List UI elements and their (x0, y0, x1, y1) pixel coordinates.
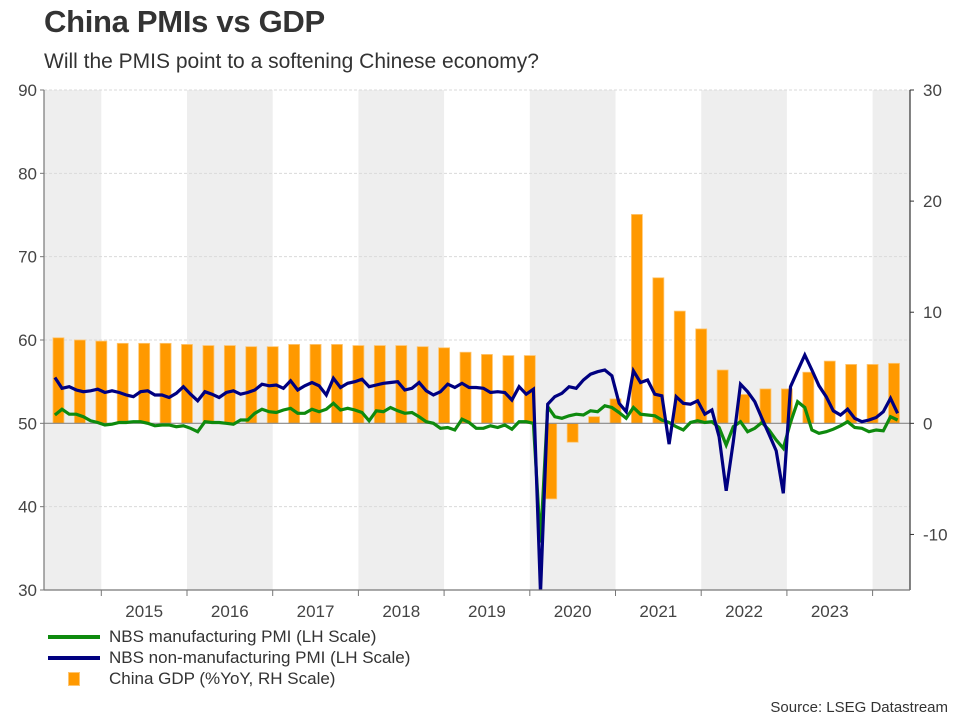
source-note: Source: LSEG Datastream (770, 699, 948, 716)
legend-swatch-manufacturing (48, 634, 100, 639)
x-tick-label: 2023 (811, 602, 849, 621)
gdp-bar (202, 345, 215, 424)
gdp-bar (95, 340, 108, 424)
gridlines (44, 89, 910, 508)
non-manufacturing-pmi-line (53, 351, 900, 590)
x-tick-label: 2020 (554, 602, 592, 621)
x-tick-label: 2019 (468, 602, 506, 621)
legend: NBS manufacturing PMI (LH Scale) NBS non… (48, 626, 410, 689)
pmi-lines (53, 351, 900, 590)
legend-label-non-manufacturing: NBS non-manufacturing PMI (LH Scale) (109, 647, 411, 667)
legend-item-non-manufacturing: NBS non-manufacturing PMI (LH Scale) (48, 647, 410, 668)
legend-item-manufacturing: NBS manufacturing PMI (LH Scale) (48, 626, 410, 647)
gdp-bar (823, 360, 836, 424)
gdp-bar (566, 422, 579, 443)
manufacturing-pmi-line (53, 399, 899, 543)
gdp-bar (502, 355, 515, 424)
chart-subtitle: Will the PMIS point to a softening Chine… (44, 50, 539, 73)
x-tick-label: 2015 (125, 602, 163, 621)
left-tick-label: 70 (18, 248, 37, 267)
x-tick-label: 2016 (211, 602, 249, 621)
gdp-bar (888, 362, 900, 424)
legend-label-gdp: China GDP (%YoY, RH Scale) (109, 668, 336, 688)
gdp-bar (223, 345, 236, 424)
x-tick-label: 2017 (297, 602, 335, 621)
legend-swatch-gdp (68, 671, 80, 686)
gdp-bar (138, 342, 151, 424)
left-tick-label: 90 (18, 81, 37, 100)
right-tick-label: -10 (923, 525, 948, 544)
right-tick-label: 10 (923, 303, 942, 322)
left-tick-label: 40 (18, 498, 37, 517)
x-tick-label: 2018 (382, 602, 420, 621)
left-axis-ticks: 30 40 50 60 70 80 90 (18, 81, 44, 600)
chart-title: China PMIs vs GDP (44, 4, 325, 39)
x-tick-label: 2022 (725, 602, 763, 621)
gdp-bar (116, 342, 129, 424)
left-tick-label: 50 (18, 414, 37, 433)
gdp-bar (866, 364, 879, 424)
left-tick-label: 30 (18, 581, 37, 600)
legend-item-gdp: China GDP (%YoY, RH Scale) (48, 668, 410, 689)
gdp-bar (588, 416, 600, 424)
right-tick-label: 20 (923, 192, 942, 211)
right-axis-ticks: -10 0 10 20 30 (910, 81, 948, 544)
left-tick-label: 60 (18, 331, 37, 350)
gdp-bar (159, 342, 172, 424)
gdp-bar (716, 369, 729, 424)
left-tick-label: 80 (18, 164, 37, 183)
gdp-bar (73, 339, 86, 424)
legend-label-manufacturing: NBS manufacturing PMI (LH Scale) (109, 626, 377, 646)
x-axis-ticks: 2015 2016 2017 2018 2019 2020 2021 2022 2023 (100, 590, 874, 621)
gdp-bar (631, 214, 643, 424)
gdp-bar (181, 344, 193, 424)
right-tick-label: 30 (923, 81, 942, 100)
right-tick-label: 0 (923, 414, 932, 433)
x-tick-label: 2021 (639, 602, 677, 621)
legend-swatch-non-manufacturing (48, 655, 100, 660)
